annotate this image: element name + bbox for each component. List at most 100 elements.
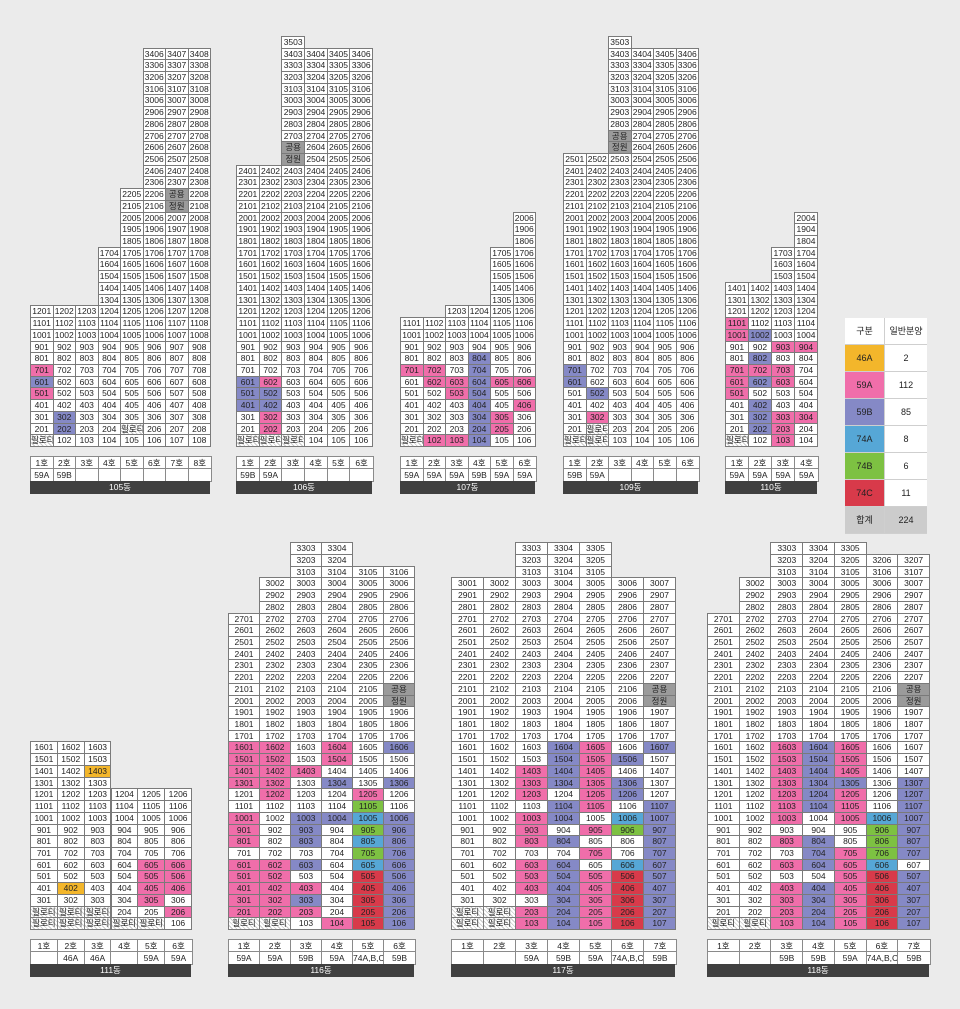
unit-cell: 704: [547, 846, 580, 860]
unit-cell: 2405: [352, 647, 384, 661]
unit-cell: 2802: [259, 600, 291, 614]
unit-cell: 2906: [865, 589, 899, 602]
unit-cell: 1006: [865, 811, 899, 825]
unit-cell: 2004: [321, 694, 353, 708]
unit-cell: 404: [547, 882, 580, 895]
unit-cell: 202: [738, 905, 772, 919]
unit-cell: 1302: [56, 776, 85, 790]
unit-cell: 403: [608, 399, 632, 412]
unit-cell: 1104: [802, 800, 835, 813]
unit-cell: 702: [422, 363, 446, 377]
unit-cell: 2205: [653, 188, 677, 201]
unit-cell: 601: [400, 375, 424, 389]
unit-cell: 1303: [281, 293, 305, 307]
unit-cell: 301: [30, 410, 54, 424]
unit-cell: 3406: [142, 47, 166, 61]
unit-cell: 1605: [352, 741, 384, 755]
unit-cell: 904: [467, 340, 491, 354]
unit-cell: 1901: [451, 706, 484, 720]
building-name: 110동: [725, 481, 817, 494]
unit-cell: 1703: [281, 246, 305, 260]
unit-cell: 1401: [236, 281, 260, 295]
unit-cell: 1001: [30, 328, 54, 342]
unit-cell: 1805: [352, 718, 384, 731]
unit-cell: 1803: [770, 718, 804, 731]
unit-cell: 804: [110, 835, 139, 848]
unit-cell: 603: [515, 858, 548, 872]
unit-cell: 3305: [326, 59, 351, 72]
unit-cell: 1903: [290, 706, 322, 720]
unit-cell: 1101: [451, 800, 484, 813]
unit-cell: 3503: [281, 35, 305, 49]
unit-number-header: 4호: [795, 457, 818, 469]
unit-cell: 1405: [653, 281, 677, 295]
unit-cell: 801: [30, 835, 58, 848]
unit-cell: 2406: [611, 647, 644, 661]
unit-cell: 303: [771, 410, 795, 424]
unit-cell: 2305: [833, 659, 867, 673]
unit-cell: 903: [608, 340, 632, 354]
common-facility-cell: 정원: [897, 694, 930, 708]
unit-cell: 1002: [258, 328, 283, 342]
unit-cell: 702: [748, 363, 772, 377]
unit-cell: 1606: [142, 258, 166, 272]
unit-cell: 2205: [579, 671, 612, 684]
unit-cell: 1302: [258, 293, 283, 307]
unit-cell: 506: [142, 387, 166, 401]
unit-cell: 1402: [738, 764, 772, 778]
unit-number-header: 5호: [580, 940, 612, 952]
unit-cell: 303: [75, 410, 99, 424]
unit-cell: 103: [608, 434, 632, 447]
unit-cell: 607: [643, 858, 676, 872]
unit-cell: 502: [258, 387, 283, 401]
unit-cell: 206: [611, 905, 644, 919]
unit-number-header: 1호: [726, 457, 749, 469]
unit-cell: 801: [236, 352, 260, 365]
unit-cell: 106: [383, 917, 415, 930]
unit-cell: 407: [897, 882, 930, 895]
common-facility-cell: 정원: [281, 152, 305, 166]
unit-cell: 204: [321, 905, 353, 919]
unit-cell: 802: [52, 352, 76, 365]
unit-cell: 2404: [630, 164, 654, 178]
unit-cell: 2103: [290, 682, 322, 696]
unit-cell: 306: [142, 410, 166, 424]
unit-cell: 1104: [321, 800, 353, 813]
unit-cell: 104: [794, 434, 818, 447]
unit-cell: 2503: [290, 635, 322, 649]
unit-cell: 1301: [30, 776, 58, 790]
unit-type-label: 59A: [516, 952, 548, 964]
unit-number-header: 3호: [609, 457, 632, 469]
unit-cell: 2206: [142, 188, 166, 201]
unit-type-label: 59B: [803, 952, 835, 964]
unit-cell: 1302: [738, 776, 772, 790]
unit-cell: 3304: [304, 59, 328, 72]
unit-cell: 805: [137, 835, 166, 848]
unit-cell: 1102: [258, 317, 283, 330]
unit-cell: 1506: [865, 753, 899, 766]
unit-cell: 706: [865, 846, 899, 860]
unit-cell: 2703: [290, 612, 322, 626]
unit-cell: 803: [445, 352, 469, 365]
unit-number-header: 5호: [121, 457, 144, 469]
unit-cell: 403: [290, 882, 322, 895]
unit-cell: 1405: [833, 764, 867, 778]
unit-cell: 3005: [326, 94, 351, 108]
unit-cell: 2305: [352, 659, 384, 673]
unit-cell: 3306: [142, 59, 166, 72]
unit-cell: 405: [653, 399, 677, 412]
unit-type-label: [166, 469, 189, 481]
unit-cell: 1304: [630, 293, 654, 307]
unit-cell: 502: [738, 870, 772, 884]
unit-cell: 806: [865, 835, 899, 848]
unit-cell: 2402: [483, 647, 516, 661]
unit-cell: 605: [490, 375, 514, 389]
unit-cell: 3107: [165, 82, 189, 96]
unit-cell: 1101: [725, 317, 749, 330]
unit-cell: 607: [165, 375, 189, 389]
unit-cell: 507: [643, 870, 676, 884]
legend-total-count: 224: [885, 507, 927, 533]
unit-cell: 606: [611, 858, 644, 872]
unit-cell: 2005: [653, 211, 677, 225]
unit-cell: 1006: [611, 811, 644, 825]
